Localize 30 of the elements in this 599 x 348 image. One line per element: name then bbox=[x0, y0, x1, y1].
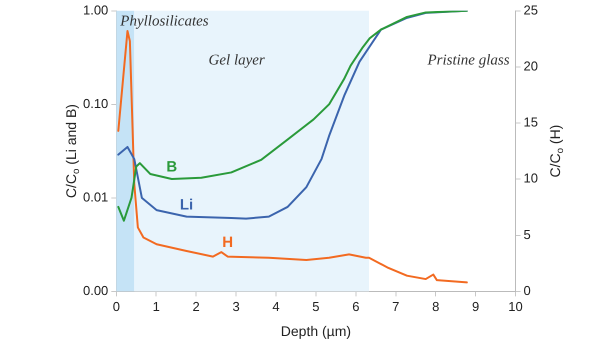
series-label: Li bbox=[180, 196, 194, 214]
x-tick-label: 8 bbox=[432, 298, 440, 314]
band-label: Gel layer bbox=[208, 52, 265, 69]
y-tick-label: 0.10 bbox=[82, 96, 108, 111]
x-axis-title: Depth (µm) bbox=[280, 322, 352, 339]
x-tick-label: 0 bbox=[112, 298, 120, 314]
x-tick-label: 6 bbox=[352, 298, 360, 314]
y2-tick-label: 5 bbox=[524, 226, 531, 242]
y-tick-label: 0.00 bbox=[82, 282, 108, 298]
y2-axis-title: C/Co (H) bbox=[546, 124, 566, 178]
x-tick-label: 9 bbox=[472, 298, 480, 314]
x-tick-label: 3 bbox=[232, 298, 240, 314]
y2-tick-label: 10 bbox=[524, 170, 538, 186]
x-tick-label: 4 bbox=[272, 298, 280, 314]
y-tick-label: 1.00 bbox=[82, 2, 108, 18]
x-tick-label: 10 bbox=[508, 298, 523, 314]
annotation: Pristine glass bbox=[426, 52, 510, 69]
x-tick-label: 7 bbox=[392, 298, 400, 314]
y2-tick-label: 25 bbox=[524, 2, 538, 18]
x-tick-label: 1 bbox=[152, 298, 160, 314]
y2-tick-label: 20 bbox=[524, 58, 538, 74]
x-tick-label: 2 bbox=[192, 298, 200, 314]
y2-tick-label: 15 bbox=[524, 114, 538, 130]
series-label: H bbox=[222, 234, 234, 252]
y-axis-title: C/Co (Li and B) bbox=[62, 104, 82, 198]
band-label: Phyllosilicates bbox=[119, 14, 209, 30]
x-tick-label: 5 bbox=[312, 298, 320, 314]
y-tick-label: 0.01 bbox=[82, 189, 108, 204]
series-label: B bbox=[166, 158, 178, 176]
y2-tick-label: 0 bbox=[524, 282, 531, 298]
